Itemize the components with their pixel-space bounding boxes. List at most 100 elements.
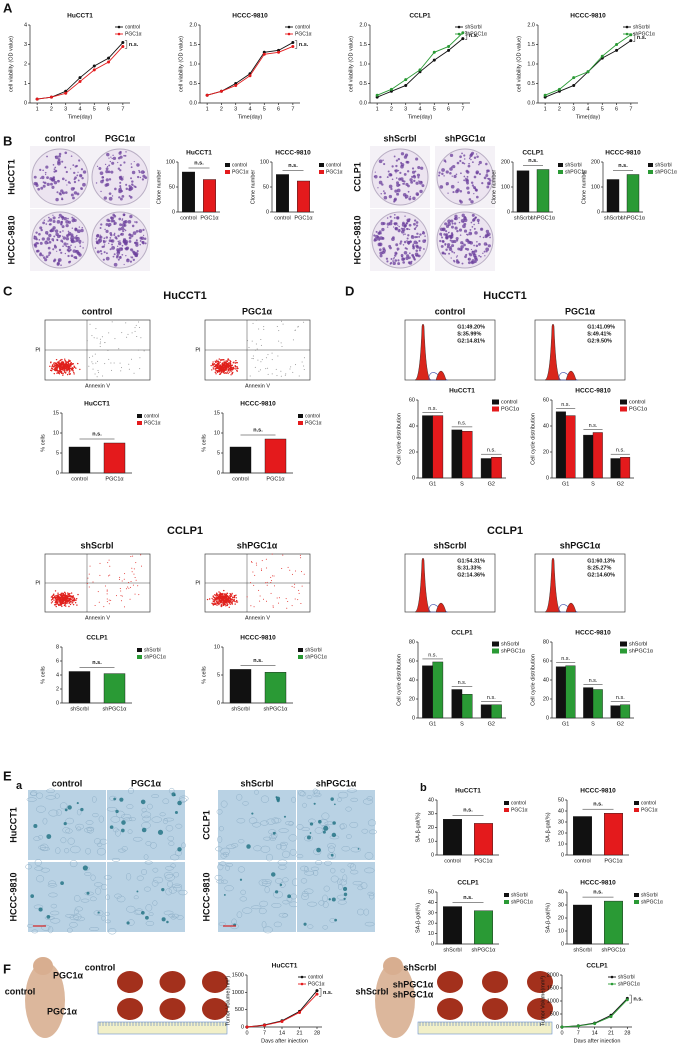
colony xyxy=(402,261,405,264)
event xyxy=(252,571,253,572)
event xyxy=(225,372,226,373)
y-tick-label: 0 xyxy=(217,700,220,706)
colony xyxy=(387,217,389,219)
colony xyxy=(132,185,133,186)
colony xyxy=(402,180,404,182)
colony xyxy=(451,226,454,229)
colony xyxy=(59,231,61,233)
colony xyxy=(34,176,37,179)
colony xyxy=(34,235,36,237)
y-tick-label: 60 xyxy=(543,658,549,664)
event xyxy=(250,605,251,606)
colony xyxy=(71,194,74,197)
colony xyxy=(81,168,83,170)
colony xyxy=(48,217,50,219)
event xyxy=(237,366,238,367)
y-tick-label: 10 xyxy=(558,928,564,934)
stained-cell xyxy=(314,803,316,805)
bar xyxy=(203,180,216,213)
stained-cell xyxy=(98,912,100,914)
legend-swatch xyxy=(225,163,230,167)
event xyxy=(304,574,305,575)
event xyxy=(214,594,215,595)
legend-label: shPGC1α xyxy=(629,648,654,654)
bar xyxy=(265,439,286,473)
colony xyxy=(57,180,58,181)
colony xyxy=(390,188,392,190)
y-tick-label: 50 xyxy=(558,797,564,803)
series-line xyxy=(377,39,463,98)
event xyxy=(134,373,135,374)
colony xyxy=(103,259,105,261)
bracket xyxy=(295,41,297,49)
colony xyxy=(134,242,137,245)
event xyxy=(232,597,233,598)
x-tick-label: G1 xyxy=(429,721,436,727)
colony xyxy=(121,227,125,231)
colony xyxy=(451,257,452,258)
colony xyxy=(136,239,138,241)
event xyxy=(53,364,54,365)
event xyxy=(218,598,219,599)
label: control xyxy=(82,306,113,316)
event xyxy=(68,606,69,607)
event xyxy=(61,599,62,600)
stained-cell xyxy=(65,809,68,812)
event xyxy=(112,321,113,322)
event xyxy=(229,360,230,361)
y-tick-label: 60 xyxy=(409,397,415,403)
colony xyxy=(108,243,109,244)
colony xyxy=(108,164,110,166)
y-axis-label: SA-β-gal(%) xyxy=(415,903,421,933)
colony xyxy=(97,250,100,253)
event xyxy=(261,345,262,346)
colony xyxy=(42,237,45,240)
colony xyxy=(58,258,62,262)
x-tick-label: 0 xyxy=(560,1030,563,1036)
event xyxy=(119,579,120,580)
x-tick-label: 4 xyxy=(248,106,251,112)
colony xyxy=(73,249,77,253)
cycle-stat: S:25.27% xyxy=(587,565,611,571)
colony xyxy=(128,220,132,224)
colony xyxy=(401,254,404,257)
event xyxy=(289,570,290,571)
legend-swatch xyxy=(620,642,627,647)
colony xyxy=(53,164,55,166)
colony xyxy=(456,173,458,175)
annotation: n.s. xyxy=(616,448,625,454)
colony xyxy=(413,180,415,182)
event xyxy=(226,601,227,602)
event xyxy=(229,595,230,596)
event xyxy=(211,598,212,599)
event xyxy=(231,594,232,595)
colony xyxy=(120,178,123,181)
colony xyxy=(47,220,48,221)
y-tick-label: 0 xyxy=(431,852,434,858)
colony xyxy=(103,237,105,239)
y-axis-label: cell viability (OD value) xyxy=(178,36,184,92)
label: HCCC-9810 xyxy=(6,215,16,264)
event xyxy=(58,372,59,373)
event xyxy=(218,594,219,595)
stained-cell xyxy=(121,829,125,833)
y-axis-label: Cell cycle distribution xyxy=(396,654,402,706)
event xyxy=(69,593,70,594)
colony xyxy=(119,169,121,171)
colony xyxy=(463,244,466,247)
data-point xyxy=(291,41,294,44)
colony xyxy=(120,164,122,166)
data-point xyxy=(93,64,96,67)
event xyxy=(256,344,257,345)
colony xyxy=(399,172,401,174)
x-tick-label: 6 xyxy=(107,106,110,112)
stained-cell xyxy=(304,923,307,926)
colony xyxy=(479,173,481,175)
event xyxy=(277,326,278,327)
event xyxy=(73,600,74,601)
x-tick-label: 7 xyxy=(577,1030,580,1036)
colony xyxy=(409,224,412,227)
x-tick-label: G1 xyxy=(562,721,569,727)
event xyxy=(55,604,56,605)
event xyxy=(103,606,104,607)
